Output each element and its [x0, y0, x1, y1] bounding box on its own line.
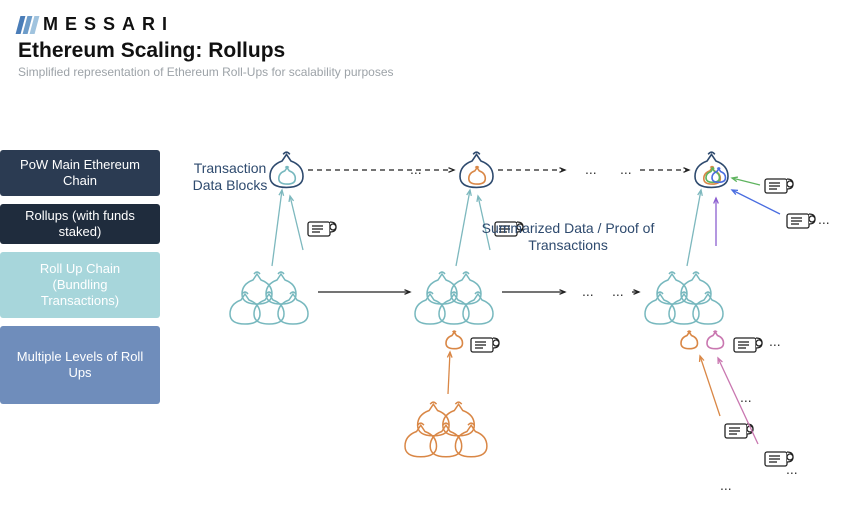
rollup-cluster — [645, 272, 723, 324]
arrow — [687, 190, 702, 266]
ellipsis: ... — [612, 283, 624, 299]
arrow — [714, 198, 719, 246]
scroll-icon — [725, 424, 753, 438]
mini-bag — [707, 331, 724, 349]
diagram-canvas: .............................. — [0, 0, 850, 525]
arrow — [318, 290, 410, 295]
mini-bag — [681, 331, 698, 349]
arrow — [700, 356, 720, 416]
inner-bag — [469, 167, 486, 185]
mini-bag — [446, 331, 463, 349]
rollup-cluster — [230, 272, 308, 324]
scroll-icon — [734, 338, 762, 352]
ellipsis: ... — [410, 161, 422, 177]
ellipsis: ... — [740, 389, 752, 405]
rollup-cluster — [415, 272, 493, 324]
arrow — [456, 190, 471, 266]
arrow — [732, 177, 760, 185]
arrow — [289, 196, 303, 250]
ellipsis: ... — [786, 461, 798, 477]
inner-bag — [279, 167, 296, 185]
ellipsis: ... — [720, 477, 732, 493]
arrow — [308, 168, 454, 173]
arrow — [498, 168, 565, 173]
ellipsis: ... — [818, 211, 830, 227]
ellipsis: ... — [585, 161, 597, 177]
ellipsis: ... — [769, 333, 781, 349]
annot-summary: Summarized Data / Proof of Transactions — [478, 220, 658, 254]
scroll-icon — [471, 338, 499, 352]
arrow — [272, 190, 284, 266]
arrow — [640, 168, 689, 173]
arrow — [447, 352, 452, 394]
annot-tx-blocks: Transaction Data Blocks — [185, 160, 275, 194]
scroll-icon — [787, 214, 815, 228]
scroll-icon — [308, 222, 336, 236]
ellipsis: ... — [620, 161, 632, 177]
multi-cluster — [405, 402, 487, 457]
arrow — [632, 290, 639, 295]
arrow — [502, 290, 565, 295]
ellipsis: ... — [582, 283, 594, 299]
scroll-icon — [765, 179, 793, 193]
